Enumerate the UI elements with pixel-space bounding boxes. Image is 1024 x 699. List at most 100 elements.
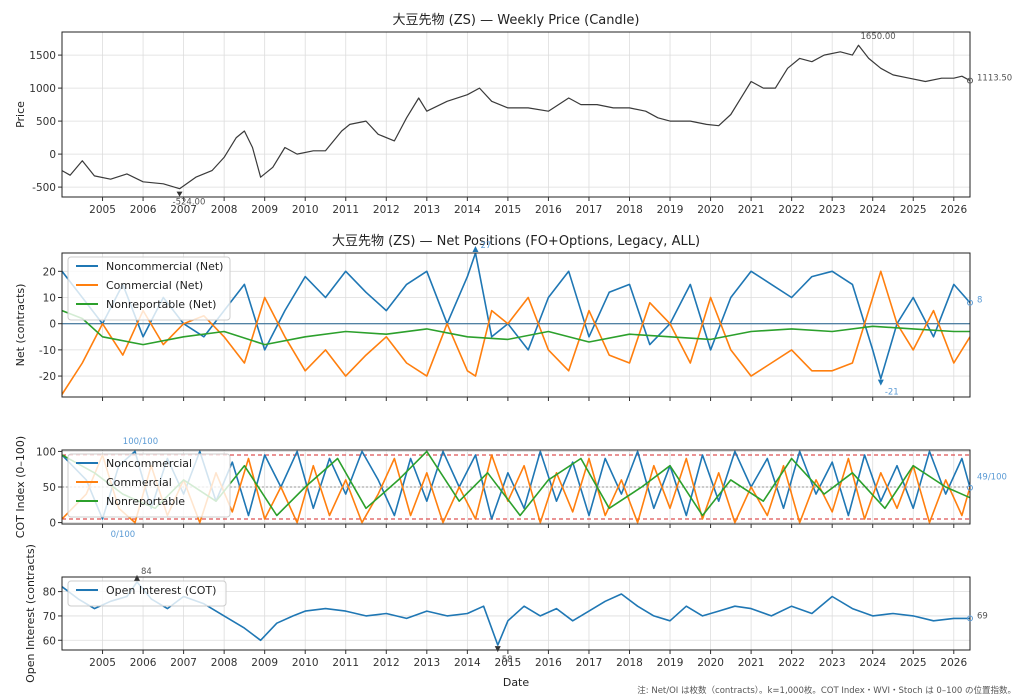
max-annotation: 84 [141, 567, 152, 577]
x-tick-label: 2015 [495, 204, 522, 216]
x-tick-label: 2022 [778, 657, 805, 669]
chart-title: 大豆先物 (ZS) — Net Positions (FO+Options, L… [332, 234, 700, 249]
y-axis-label: Open Interest (contracts) [24, 544, 37, 683]
y-tick-label: 20 [43, 266, 56, 278]
legend-label: Nonreportable [106, 495, 185, 508]
x-tick-label: 2022 [778, 204, 805, 216]
x-tick-label: 2026 [940, 204, 967, 216]
y-axis-label: Net (contracts) [14, 284, 27, 367]
legend-label: Commercial [106, 476, 172, 489]
x-tick-label: 2024 [859, 204, 886, 216]
x-tick-label: 2015 [495, 657, 522, 669]
y-tick-label: 500 [36, 116, 56, 128]
x-tick-label: 2024 [859, 657, 886, 669]
y-tick-label: 80 [43, 587, 56, 599]
last-value-marker [967, 77, 973, 84]
x-tick-label: 2023 [819, 204, 846, 216]
plot-frame [61, 576, 971, 651]
x-tick-label: 2012 [373, 657, 400, 669]
y-tick-label: -10 [39, 345, 56, 357]
x-tick-label: 2018 [616, 657, 643, 669]
legend-label: Open Interest (COT) [106, 584, 216, 597]
y-tick-label: 60 [43, 635, 56, 647]
x-tick-label: 2017 [576, 204, 603, 216]
y-axis-label: Price [14, 101, 27, 128]
last-value-marker [967, 299, 973, 306]
max-annotation: 100/100 [123, 437, 158, 447]
panel-oi: 60 70 80 2005 2006 2007 2008 2009 2010 2011 2012 20… [24, 544, 988, 683]
x-tick-label: 2014 [454, 204, 481, 216]
x-tick-label: 2005 [89, 657, 116, 669]
legend-label: Noncommercial (Net) [106, 260, 223, 273]
legend-box [67, 453, 231, 518]
max-marker [133, 574, 140, 581]
plot-frame [61, 31, 971, 198]
x-tick-label: 2021 [738, 657, 765, 669]
x-tick-label: 2021 [738, 204, 765, 216]
y-tick-label: 0 [49, 518, 56, 530]
legend-box [67, 580, 227, 607]
x-tick-label: 2010 [292, 204, 319, 216]
x-tick-label: 2007 [170, 657, 197, 669]
last-value-label: 8 [977, 296, 982, 306]
series-line-commercial-net [62, 270, 970, 395]
x-tick-label: 2020 [697, 204, 724, 216]
panel-net: -20 -10 0 10 20 大豆先物 (ZS) — Net Positions (FO… [14, 234, 982, 401]
x-tick-label: 2012 [373, 204, 400, 216]
min-marker [494, 646, 501, 653]
x-axis-label: Date [503, 676, 530, 689]
legend-label: Nonreportable (Net) [106, 298, 216, 311]
y-tick-label: 1500 [29, 50, 56, 62]
last-value-marker [967, 484, 973, 491]
x-tick-label: 2011 [332, 657, 359, 669]
y-tick-label: 70 [43, 611, 56, 623]
last-value-label: 69 [977, 611, 988, 621]
max-annotation: 1650.00 [861, 32, 896, 42]
x-tick-label: 2020 [697, 657, 724, 669]
x-tick-label: 2005 [89, 204, 116, 216]
y-tick-label: 10 [43, 293, 56, 305]
min-annotation: 58 [502, 655, 513, 665]
x-tick-label: 2023 [819, 657, 846, 669]
x-tick-label: 2016 [535, 204, 562, 216]
x-tick-label: 2006 [130, 657, 157, 669]
y-axis-label: COT Index (0–100) [14, 436, 27, 538]
y-tick-label: 0 [49, 319, 56, 331]
x-tick-label: 2011 [332, 204, 359, 216]
y-tick-label: 50 [43, 482, 56, 494]
x-tick-label: 2014 [454, 657, 481, 669]
y-tick-label: 0 [49, 149, 56, 161]
plot-frame [61, 252, 971, 398]
x-tick-label: 2026 [940, 657, 967, 669]
min-marker [877, 379, 884, 386]
y-tick-label: 100 [36, 446, 56, 458]
y-tick-label: -500 [32, 182, 56, 194]
y-tick-label: -20 [39, 371, 56, 383]
min-annotation: -524.00 [173, 198, 206, 208]
x-tick-label: 2010 [292, 657, 319, 669]
x-tick-label: 2009 [251, 204, 278, 216]
x-tick-label: 2025 [900, 204, 927, 216]
x-tick-label: 2013 [413, 204, 440, 216]
x-tick-label: 2017 [576, 657, 603, 669]
x-tick-label: 2016 [535, 657, 562, 669]
last-value-marker [967, 615, 973, 622]
footnote: 注: Net/OI は枚数（contracts）。k=1,000枚。COT In… [637, 686, 1016, 696]
legend-label: Noncommercial [106, 457, 192, 470]
x-tick-label: 2025 [900, 657, 927, 669]
y-tick-label: 1000 [29, 83, 56, 95]
last-value-label: 1113.50 [977, 74, 1012, 84]
last-value-label: 49/100 [977, 473, 1007, 483]
x-tick-label: 2008 [211, 204, 238, 216]
x-tick-label: 2009 [251, 657, 278, 669]
max-marker [472, 246, 479, 252]
x-tick-label: 2008 [211, 657, 238, 669]
series-line-price [62, 44, 970, 190]
chart-title: 大豆先物 (ZS) — Weekly Price (Candle) [393, 13, 640, 28]
plot-frame [61, 449, 971, 525]
min-annotation: 0/100 [111, 530, 135, 540]
panel-cot: 0 50 100 COT Index (0–100) 49/100 Noncommerci… [14, 436, 1007, 540]
x-tick-label: 2018 [616, 204, 643, 216]
x-tick-label: 2006 [130, 204, 157, 216]
